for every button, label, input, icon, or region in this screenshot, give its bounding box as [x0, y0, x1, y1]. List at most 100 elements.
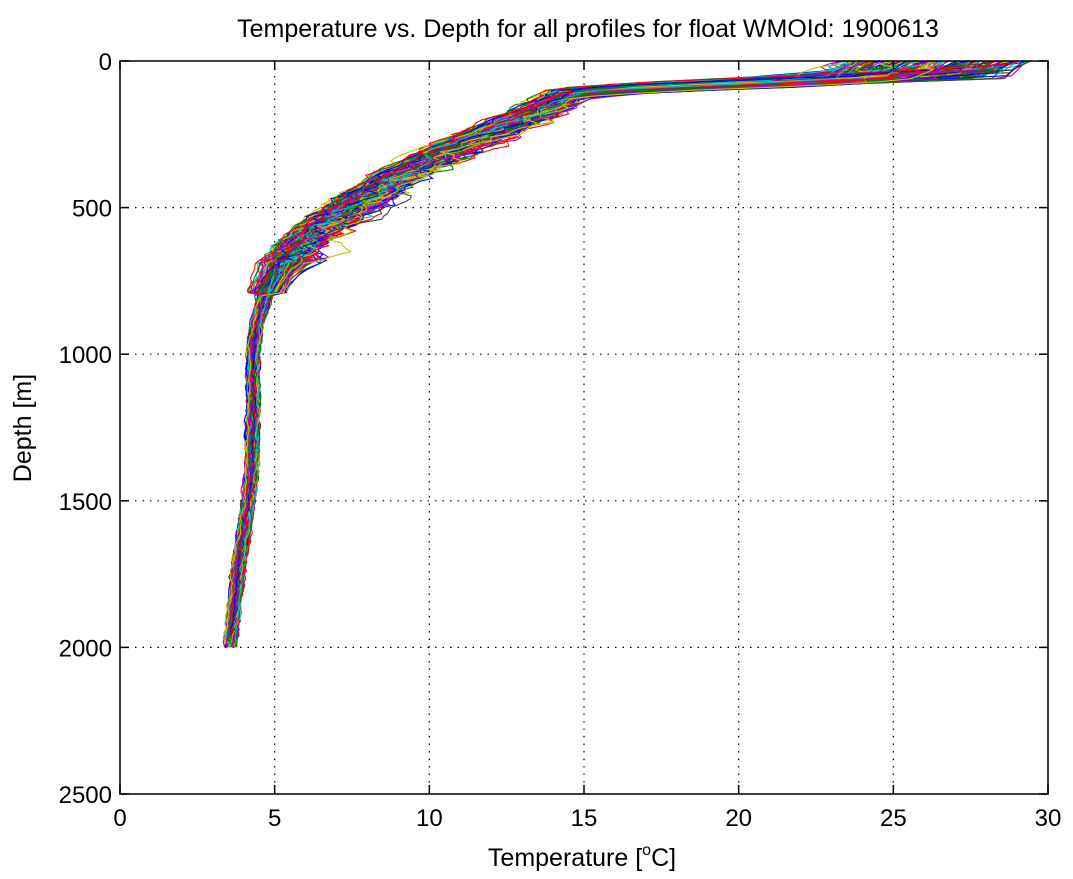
profile-line [234, 61, 916, 639]
profile-line [229, 61, 986, 639]
profile-line [231, 61, 1031, 642]
profile-line [226, 61, 982, 642]
profile-line [227, 61, 859, 645]
profile-line [233, 61, 959, 648]
profile-line [227, 61, 922, 639]
grid-lines [120, 61, 1048, 794]
profile-line [229, 61, 957, 639]
profile-line [232, 61, 1002, 645]
profile-line [229, 61, 991, 639]
profile-line [231, 61, 877, 645]
profile-line [224, 61, 945, 639]
profile-line [229, 61, 903, 645]
y-tick-label: 2000 [59, 635, 112, 662]
profile-line [223, 61, 959, 645]
profile-line [226, 61, 860, 648]
profile-line [225, 61, 948, 648]
profile-line [225, 61, 1028, 639]
profile-line [230, 61, 962, 636]
profile-line [230, 61, 1024, 648]
profile-line [232, 61, 943, 636]
profile-line [234, 61, 913, 645]
profile-line [232, 61, 913, 648]
profile-line [226, 61, 949, 639]
profile-line [232, 61, 929, 642]
profile-line [234, 61, 975, 639]
profile-line [234, 61, 890, 639]
profile-line [224, 61, 873, 639]
profile-line [234, 61, 970, 636]
profile-line [225, 61, 967, 636]
profile-line [225, 61, 876, 639]
profile-line [234, 61, 926, 636]
profile-line [225, 61, 1027, 645]
profile-line [226, 61, 874, 645]
profile-line [226, 61, 1030, 642]
profile-line [232, 61, 991, 642]
profile-line [226, 61, 981, 645]
profile-line [225, 61, 939, 642]
profile-line [231, 61, 893, 639]
profile-line [226, 61, 940, 639]
profile-line [222, 61, 945, 639]
profile-line [231, 61, 850, 645]
profile-line [229, 61, 1003, 645]
profile-line [234, 61, 854, 645]
profile-line [235, 61, 960, 639]
profile-line [230, 61, 917, 636]
profile-line [226, 61, 864, 648]
profile-line [232, 61, 924, 636]
profile-line [225, 61, 1017, 642]
x-tick-label: 10 [416, 805, 443, 832]
profile-line [232, 61, 903, 639]
profile-line [233, 61, 860, 645]
profile-line [228, 61, 910, 636]
profile-line [226, 61, 990, 642]
profile-line [232, 61, 886, 642]
profile-line [231, 61, 904, 645]
y-tick-label: 1500 [59, 489, 112, 516]
profile-line [226, 61, 1019, 639]
profile-line [228, 61, 869, 639]
profile-line [226, 61, 902, 645]
profile-line [225, 61, 882, 648]
profile-line [228, 61, 1031, 639]
profile-line [233, 61, 902, 648]
profile-line [229, 61, 975, 636]
profile-line [235, 61, 1015, 636]
x-tick-label: 20 [725, 805, 752, 832]
profile-line [234, 61, 998, 639]
profile-line [226, 61, 1010, 636]
profile-line [223, 61, 850, 645]
y-tick-label: 1000 [59, 342, 112, 369]
profile-line [224, 61, 1011, 645]
profile-lines [222, 61, 1031, 648]
profile-line [227, 61, 877, 636]
profile-line [225, 61, 994, 636]
y-axis-label: Depth [m] [9, 374, 37, 482]
profile-line [232, 61, 1018, 642]
profile-line [225, 61, 870, 639]
profile-line [230, 61, 907, 636]
profile-line [227, 61, 895, 642]
y-tick-label: 2500 [59, 782, 112, 809]
profile-line [229, 61, 863, 636]
profile-line [235, 61, 876, 642]
y-tick-label: 500 [72, 196, 112, 223]
x-axis-label: Temperature [oC] [488, 842, 676, 872]
profile-line [224, 61, 914, 645]
profile-line [229, 61, 912, 637]
profile-line [227, 61, 885, 642]
profile-line [226, 61, 861, 642]
profile-line [227, 61, 1029, 639]
profile-line [231, 61, 993, 645]
profile-line [224, 61, 969, 645]
profile-line [224, 61, 925, 642]
profile-line [225, 61, 934, 636]
profile-line [224, 61, 936, 645]
axis-ticks [119, 60, 1049, 795]
profile-line [229, 61, 997, 636]
y-tick-label: 0 [99, 49, 112, 76]
profile-line [233, 61, 1015, 645]
